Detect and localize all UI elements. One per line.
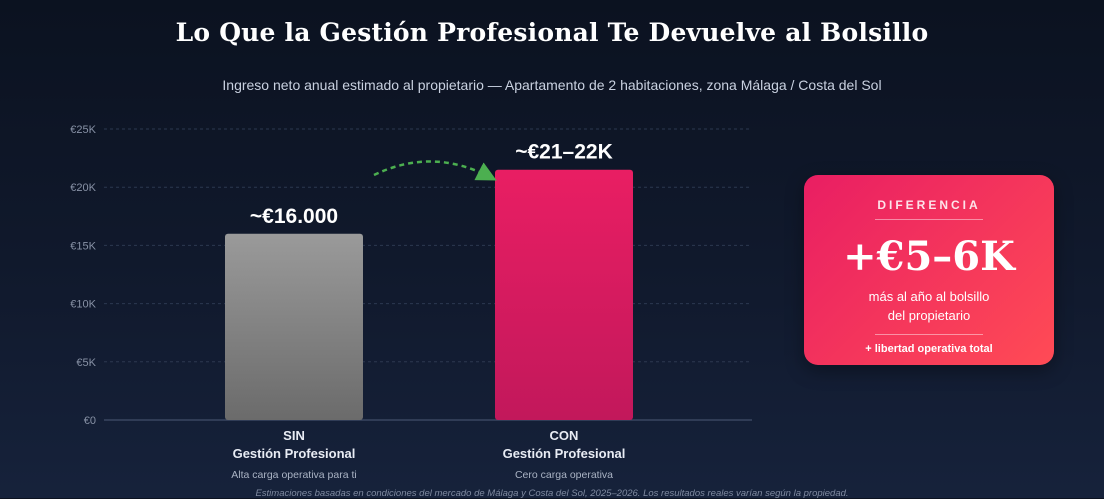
page-title: Lo Que la Gestión Profesional Te Devuelv… xyxy=(175,18,929,47)
x-category-label: CON xyxy=(550,428,579,443)
bar-value-label: ~€21–22K xyxy=(515,141,613,164)
y-tick-label: €10K xyxy=(70,299,96,311)
difference-extra: + libertad operativa total xyxy=(865,343,993,355)
y-tick-label: €25K xyxy=(70,124,96,136)
footnote: Estimaciones basadas en condiciones del … xyxy=(255,488,849,499)
x-category-note: Cero carga operativa xyxy=(515,469,613,481)
difference-description-line-1: más al año al bolsillo xyxy=(868,289,990,304)
bar-value-label: ~€16.000 xyxy=(250,205,338,228)
y-tick-label: €20K xyxy=(70,182,96,194)
difference-card: DIFERENCIA +€5–6K más al año al bolsillo… xyxy=(804,175,1054,365)
divider xyxy=(875,334,983,335)
difference-description-line-2: del propietario xyxy=(887,308,971,323)
x-category-label: Gestión Profesional xyxy=(233,446,356,461)
bar-sin xyxy=(225,233,363,420)
page-subtitle: Ingreso neto anual estimado al propietar… xyxy=(222,77,882,93)
y-tick-label: €5K xyxy=(76,357,96,369)
x-category-note: Alta carga operativa para ti xyxy=(231,469,357,481)
x-category-label: Gestión Profesional xyxy=(503,446,626,461)
difference-value: +€5–6K xyxy=(843,233,1015,280)
x-category-label: SIN xyxy=(283,428,305,443)
divider xyxy=(875,219,983,220)
difference-label: DIFERENCIA xyxy=(877,198,981,212)
difference-description: más al año al bolsillo del propietario xyxy=(829,287,1029,325)
y-tick-label: €0 xyxy=(84,415,96,427)
y-tick-label: €15K xyxy=(70,240,96,252)
comparison-arrow xyxy=(373,160,497,181)
bar-con xyxy=(495,169,633,420)
